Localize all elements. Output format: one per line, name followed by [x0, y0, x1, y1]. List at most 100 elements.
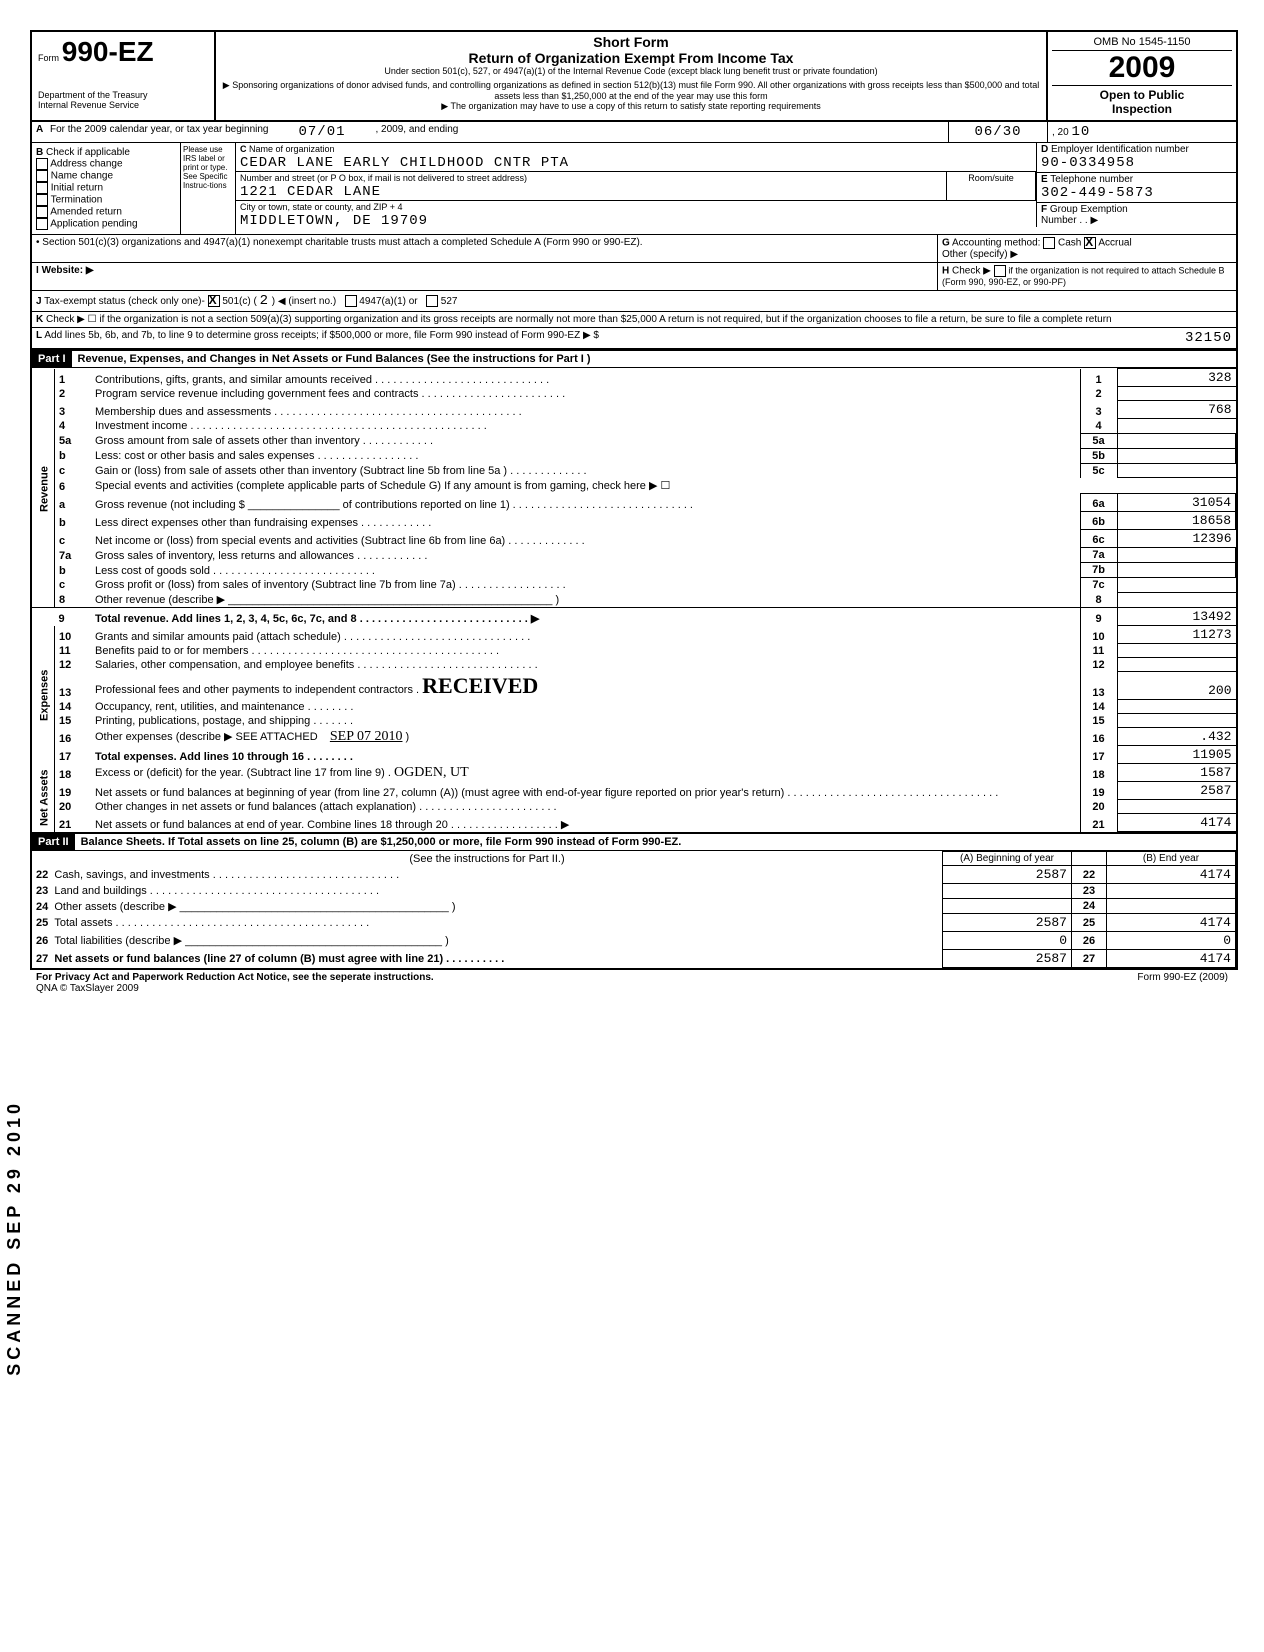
part1-row: Part I Revenue, Expenses, and Changes in… — [32, 349, 1236, 368]
l3: Membership dues and assessments . . . . … — [91, 401, 1080, 419]
j-501c: 501(c) ( — [222, 296, 256, 307]
city-label: City or town, state or county, and ZIP +… — [236, 201, 1036, 213]
l5b: Less: cost or other basis and sales expe… — [95, 450, 418, 462]
j-4947: 4947(a)(1) or — [359, 296, 417, 307]
balance-table: (See the instructions for Part II.) (A) … — [32, 851, 1236, 968]
col-d: D Employer Identification number 90-0334… — [1036, 143, 1236, 234]
col-b: B Check if applicable Address change Nam… — [32, 143, 181, 234]
part1-title: Part I — [32, 351, 72, 367]
j-label: Tax-exempt status (check only one)- — [44, 296, 205, 307]
org-city: MIDDLETOWN, DE 19709 — [236, 213, 1036, 229]
b24: Other assets (describe ▶ _______________… — [54, 901, 455, 913]
stamp-date: SEP 07 2010 — [330, 729, 403, 744]
end-year: 10 — [1071, 124, 1090, 140]
label-e: E — [1041, 174, 1048, 185]
l15: Printing, publications, postage, and shi… — [91, 714, 1080, 728]
l5c: Gain or (loss) from sale of assets other… — [91, 463, 1080, 478]
l5a: Gross amount from sale of assets other t… — [95, 435, 433, 447]
side-expenses: Expenses — [32, 626, 55, 764]
g-label: Accounting method: — [952, 238, 1040, 249]
side-revenue: Revenue — [32, 369, 55, 608]
l6c: Net income or (loss) from special events… — [91, 530, 1080, 548]
b-item-1: Name change — [51, 171, 113, 182]
header-center: Short Form Return of Organization Exempt… — [216, 32, 1048, 120]
k-text: Check ▶ ☐ if the organization is not a s… — [46, 314, 1112, 325]
privacy-notice: For Privacy Act and Paperwork Reduction … — [36, 972, 434, 983]
l12: Salaries, other compensation, and employ… — [91, 658, 1080, 672]
part1-table: Revenue 1Contributions, gifts, grants, a… — [32, 368, 1236, 832]
g-cash: Cash — [1058, 238, 1081, 249]
return-title: Return of Organization Exempt From Incom… — [222, 50, 1040, 66]
l11: Benefits paid to or for members . . . . … — [91, 644, 1080, 658]
l16: Other expenses (describe ▶ SEE ATTACHED — [95, 731, 318, 743]
row-ih: I Website: ▶ H Check ▶ if the organizati… — [32, 263, 1236, 291]
l7b: Less cost of goods sold . . . . . . . . … — [95, 565, 375, 577]
b-item-0: Address change — [50, 159, 122, 170]
l17: Total expenses. Add lines 10 through 16 … — [91, 746, 1080, 764]
l1: Contributions, gifts, grants, and simila… — [91, 369, 1080, 387]
b-label: Check if applicable — [46, 147, 130, 158]
qna: QNA © TaxSlayer 2009 — [36, 983, 434, 994]
line-a: A For the 2009 calendar year, or tax yea… — [32, 122, 1236, 143]
b27: Net assets or fund balances (line 27 of … — [54, 953, 504, 965]
label-l: L — [36, 330, 42, 341]
row-l: L Add lines 5b, 6b, and 7b, to line 9 to… — [32, 328, 1236, 349]
scanned-stamp: SCANNED SEP 29 2010 — [4, 1100, 25, 1376]
b-item-5: Application pending — [50, 219, 137, 230]
label-h: H — [942, 266, 949, 277]
g-accrual: Accrual — [1098, 238, 1131, 249]
label-i: I — [36, 265, 39, 276]
j-cnum: 2 — [260, 293, 269, 309]
l6: Special events and activities (complete … — [91, 478, 1236, 494]
b25: Total assets . . . . . . . . . . . . . .… — [54, 917, 369, 929]
b23: Land and buildings . . . . . . . . . . .… — [54, 885, 379, 897]
l6a: Gross revenue (not including $ _________… — [95, 499, 693, 511]
col-a-head: (A) Beginning of year — [943, 852, 1072, 866]
tax-year: 2009 — [1052, 51, 1232, 85]
j-insert: ) ◀ (insert no.) — [272, 296, 336, 307]
sub3: ▶ The organization may have to use a cop… — [222, 101, 1040, 112]
j-527: 527 — [441, 296, 458, 307]
l7a: Gross sales of inventory, less returns a… — [95, 550, 427, 562]
addr-label: Number and street (or P O box, if mail i… — [236, 172, 946, 184]
room-suite: Room/suite — [946, 172, 1036, 200]
b-item-4: Amended return — [50, 207, 122, 218]
part2-title: Part II — [32, 834, 75, 850]
org-name: CEDAR LANE EARLY CHILDHOOD CNTR PTA — [236, 155, 1036, 171]
l2: Program service revenue including govern… — [91, 387, 1080, 401]
sub2: ▶ Sponsoring organizations of donor advi… — [222, 80, 1040, 101]
g-other: Other (specify) ▶ — [942, 249, 1232, 260]
line-a-mid: , 2009, and ending — [376, 124, 459, 140]
l9: Total revenue. Add lines 1, 2, 3, 4, 5c,… — [91, 608, 1080, 626]
label-k: K — [36, 314, 43, 325]
form-990ez: Form 990-EZ Department of the Treasury I… — [30, 30, 1238, 970]
stamp-received: RECEIVED — [422, 673, 538, 698]
dept: Department of the Treasury — [38, 90, 208, 100]
ein: 90-0334958 — [1041, 155, 1232, 171]
header-row: Form 990-EZ Department of the Treasury I… — [32, 32, 1236, 122]
stamp-ogden: OGDEN, UT — [394, 765, 469, 780]
irs: Internal Revenue Service — [38, 100, 208, 110]
short-form: Short Form — [222, 34, 1040, 50]
row-j: J Tax-exempt status (check only one)- 50… — [32, 291, 1236, 312]
d-label: Employer Identification number — [1051, 144, 1189, 155]
section-note-row: • Section 501(c)(3) organizations and 49… — [32, 235, 1236, 263]
label-f: F — [1041, 204, 1047, 215]
part1-desc: Revenue, Expenses, and Changes in Net As… — [72, 351, 597, 367]
omb: OMB No 1545-1150 — [1052, 36, 1232, 51]
l18: Excess or (deficit) for the year. (Subtr… — [95, 767, 391, 779]
end-month: 06/30 — [948, 122, 1047, 142]
l-text: Add lines 5b, 6b, and 7b, to line 9 to d… — [44, 330, 599, 341]
l8: Other revenue (describe ▶ ______________… — [91, 592, 1080, 608]
l7c: Gross profit or (loss) from sales of inv… — [91, 578, 1080, 593]
l13: Professional fees and other payments to … — [95, 684, 419, 696]
b-item-2: Initial return — [51, 183, 103, 194]
footer: For Privacy Act and Paperwork Reduction … — [30, 970, 1234, 996]
i-label: Website: ▶ — [42, 265, 94, 276]
irs-note: Please use IRS label or print or type. S… — [181, 143, 236, 234]
label-g: G — [942, 238, 950, 249]
label-c: C — [240, 144, 247, 154]
col-b-head: (B) End year — [1107, 852, 1236, 866]
label-b: B — [36, 147, 43, 158]
line-a-text: For the 2009 calendar year, or tax year … — [50, 124, 268, 140]
